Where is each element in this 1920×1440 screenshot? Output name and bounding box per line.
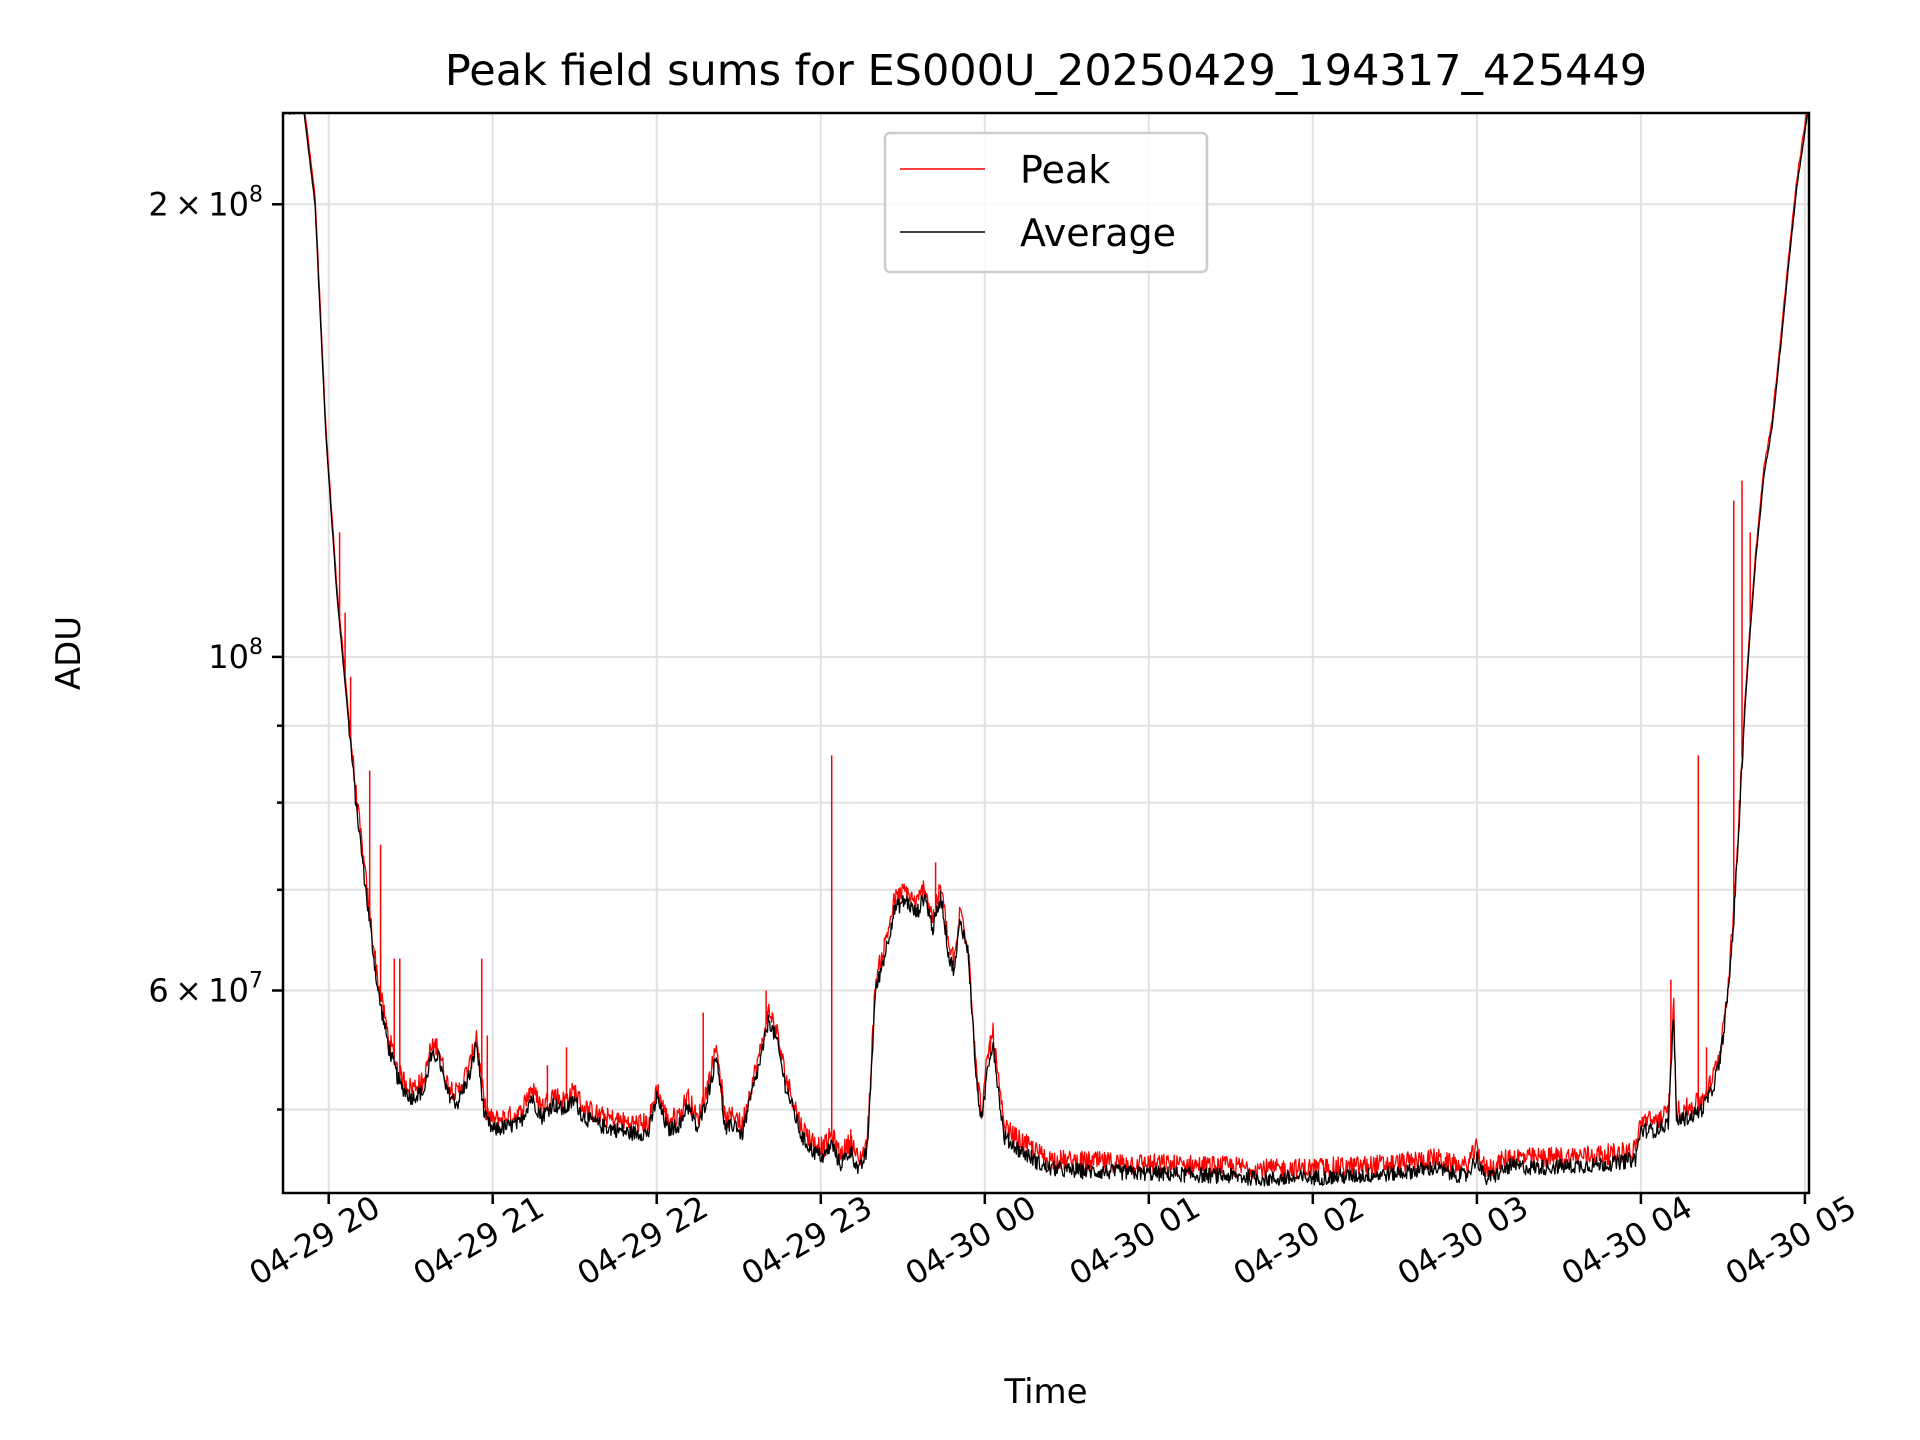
legend: Peak Average bbox=[883, 131, 1209, 274]
y-tick-label: 108 bbox=[208, 635, 263, 676]
plot-frame bbox=[281, 111, 1811, 1195]
x-axis-label: Time bbox=[1003, 1372, 1087, 1412]
series-layer bbox=[283, 112, 1809, 1187]
y-tick-label: 2 × 108 bbox=[148, 182, 263, 223]
legend-label-average: Average bbox=[1020, 211, 1176, 255]
chart-title: Peak field sums for ES000U_20250429_1943… bbox=[445, 46, 1647, 96]
legend-label-peak: Peak bbox=[1020, 148, 1110, 192]
y-tick-label: 6 × 107 bbox=[148, 969, 263, 1010]
grid bbox=[283, 113, 1809, 1193]
y-axis-label: ADU bbox=[49, 616, 89, 690]
series-line-average bbox=[283, 112, 1809, 1187]
legend-box bbox=[883, 131, 1209, 274]
